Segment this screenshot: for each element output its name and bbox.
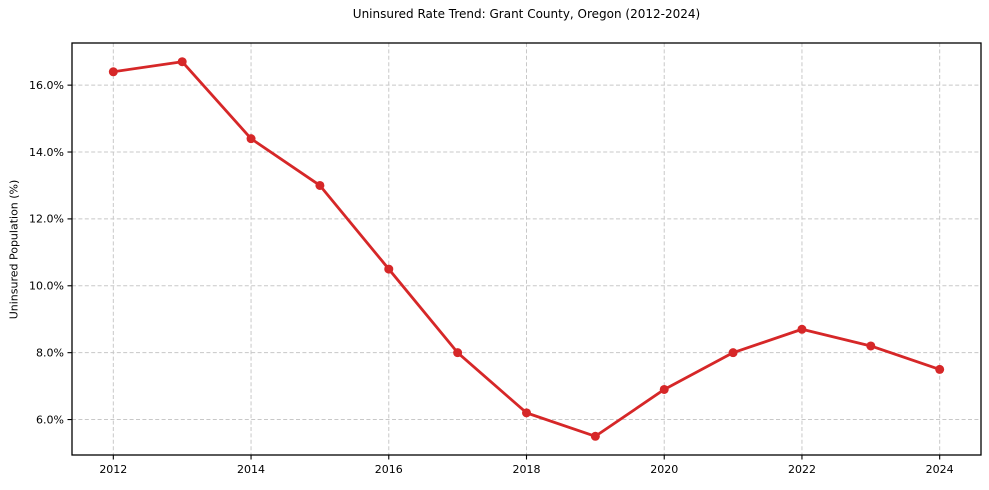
data-point [108, 67, 118, 77]
data-point [177, 57, 187, 67]
y-tick-label: 8.0% [36, 346, 64, 359]
y-tick-label: 12.0% [29, 213, 64, 226]
data-point [935, 364, 945, 374]
data-point [315, 180, 325, 190]
y-tick-label: 10.0% [29, 280, 64, 293]
data-point [246, 134, 256, 144]
y-tick-label: 14.0% [29, 146, 64, 159]
x-tick-label: 2012 [99, 463, 127, 476]
data-point [384, 264, 394, 274]
data-point [590, 431, 600, 441]
x-tick-label: 2014 [237, 463, 265, 476]
y-tick-label: 16.0% [29, 79, 64, 92]
data-point [522, 408, 531, 418]
plot-border [71, 42, 982, 456]
data-point [453, 348, 463, 358]
x-tick-label: 2024 [926, 463, 954, 476]
data-point [659, 384, 669, 394]
data-point [728, 348, 738, 358]
x-tick-label: 2020 [650, 463, 678, 476]
data-point [866, 341, 876, 351]
x-tick-label: 2022 [788, 463, 816, 476]
data-point [797, 324, 807, 334]
y-tick-label: 6.0% [36, 413, 64, 426]
x-tick-label: 2018 [513, 463, 541, 476]
x-tick-label: 2016 [375, 463, 403, 476]
chart-title: Uninsured Rate Trend: Grant County, Oreg… [352, 7, 701, 21]
